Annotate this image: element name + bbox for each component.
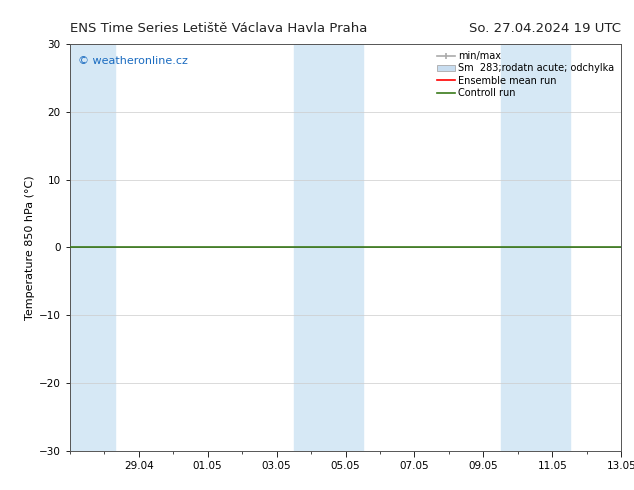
- Y-axis label: Temperature 850 hPa (°C): Temperature 850 hPa (°C): [25, 175, 35, 320]
- Bar: [70, 44, 115, 451]
- Bar: [294, 44, 363, 451]
- Bar: [501, 44, 569, 451]
- Legend: min/max, Sm  283;rodatn acute; odchylka, Ensemble mean run, Controll run: min/max, Sm 283;rodatn acute; odchylka, …: [435, 49, 616, 100]
- Text: ENS Time Series Letiště Václava Havla Praha: ENS Time Series Letiště Václava Havla Pr…: [70, 22, 367, 35]
- Text: So. 27.04.2024 19 UTC: So. 27.04.2024 19 UTC: [469, 22, 621, 35]
- Text: © weatheronline.cz: © weatheronline.cz: [78, 56, 188, 66]
